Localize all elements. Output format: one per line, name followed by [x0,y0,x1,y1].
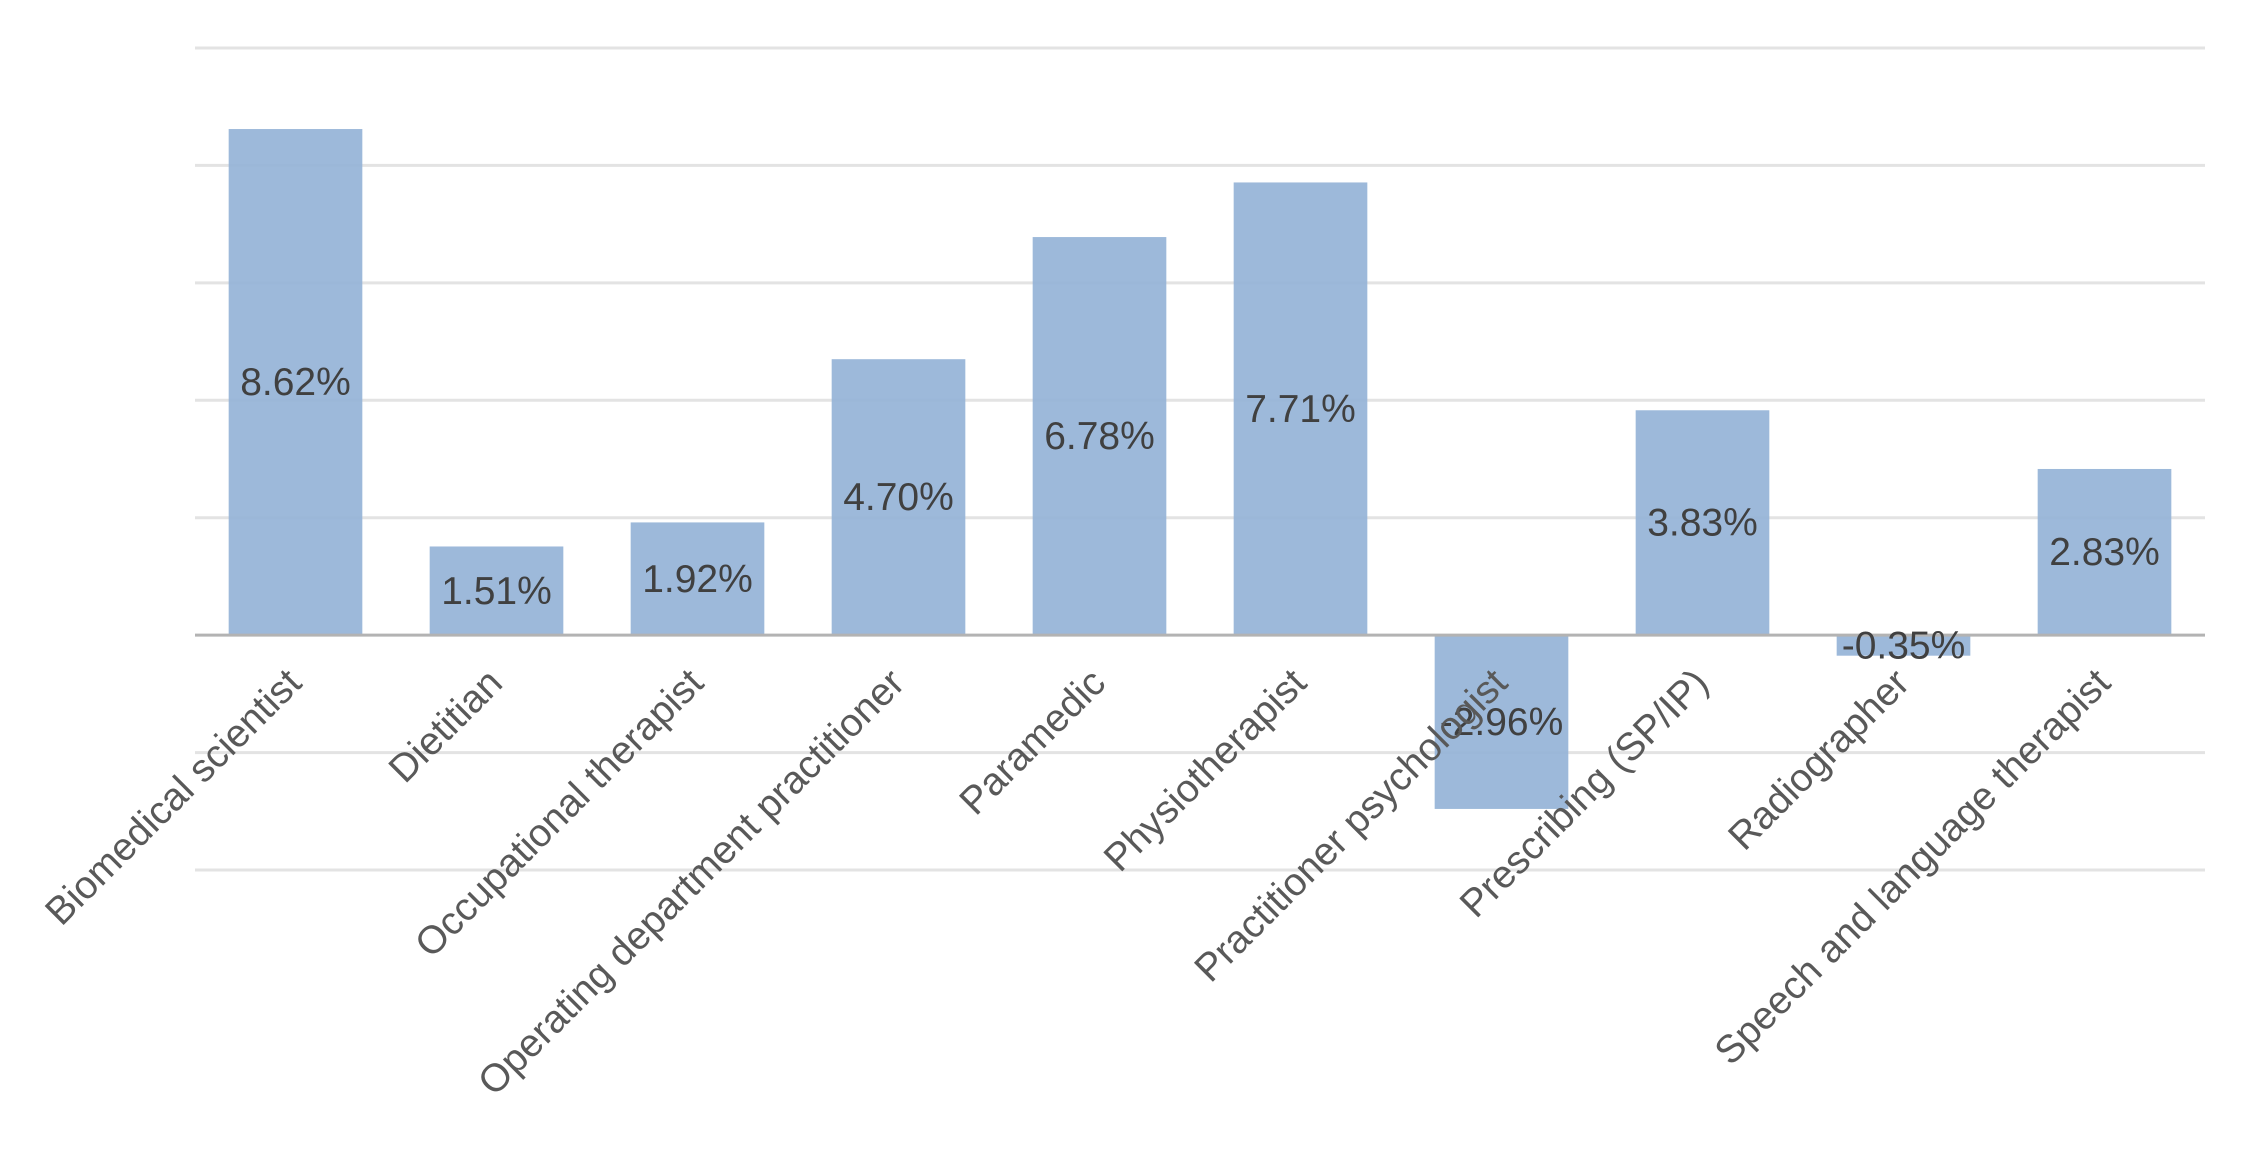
bar-5 [1233,182,1368,636]
tick-label-9: Speech and language therapist [1707,661,2119,1073]
data-label-5: 7.71% [1245,388,1356,431]
bar-1 [429,546,564,636]
bar-6 [1434,635,1569,809]
data-label-9: 2.83% [2049,531,2160,574]
data-labels: 8.62% 1.51% 1.92% 4.70% 6.78% 7.71% -2.96% 3.83… [240,361,2160,744]
bar-8 [1836,635,1971,656]
tick-label-3: Operating department practitioner [470,661,913,1104]
bar-0 [228,129,363,636]
tick-label-5: Physiotherapist [1096,661,1315,880]
tick-label-1: Dietitian [381,661,511,791]
tick-label-0: Biomedical scientist [37,661,310,934]
data-label-8: -0.35% [1842,624,1966,667]
data-label-1: 1.51% [441,570,552,613]
x-tick-labels: Biomedical scientist DietitianOccupationa… [37,661,2119,1104]
tick-label-4: Paramedic [952,661,1114,823]
tick-label-8: Radiographer [1720,661,1918,859]
bar-3 [831,359,966,636]
data-label-3: 4.70% [843,476,954,519]
bar-7 [1635,410,1770,636]
data-label-6: -2.96% [1440,701,1564,744]
data-label-0: 8.62% [240,361,351,404]
bars [228,129,2172,809]
data-label-4: 6.78% [1044,415,1155,458]
bar-2 [630,522,765,636]
bar-9 [2037,468,2172,636]
gridlines [195,46,2205,872]
data-label-2: 1.92% [642,558,753,601]
bar-4 [1032,237,1167,636]
data-label-7: 3.83% [1647,502,1758,545]
